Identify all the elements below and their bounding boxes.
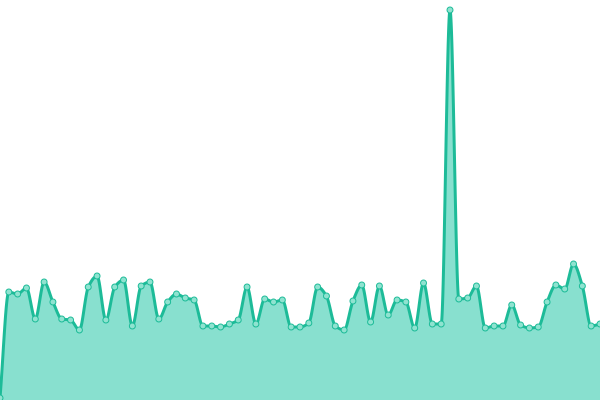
data-point [561, 285, 569, 293]
data-point [252, 320, 260, 328]
data-point [437, 320, 445, 328]
data-point [384, 311, 392, 319]
data-point [67, 316, 75, 324]
data-point [93, 272, 101, 280]
data-point [464, 294, 472, 302]
data-point [199, 322, 207, 330]
data-point [155, 315, 163, 323]
data-point [570, 260, 578, 268]
data-point [172, 290, 180, 298]
data-point [358, 281, 366, 289]
data-point [190, 296, 198, 304]
data-point [490, 322, 498, 330]
data-point [261, 295, 269, 303]
data-point [534, 323, 542, 331]
data-point [481, 324, 489, 332]
data-point [111, 283, 119, 291]
data-point [49, 298, 57, 306]
data-point [120, 276, 128, 284]
data-point [181, 294, 189, 302]
data-point [455, 295, 463, 303]
data-point [5, 288, 13, 296]
data-point [270, 298, 278, 306]
data-point [225, 320, 233, 328]
data-point [75, 326, 83, 334]
data-point [525, 324, 533, 332]
data-point [31, 315, 39, 323]
data-point [102, 316, 110, 324]
data-point [322, 292, 330, 300]
data-point [305, 319, 313, 327]
data-point [296, 323, 304, 331]
data-point [428, 320, 436, 328]
data-point [137, 282, 145, 290]
data-point [84, 283, 92, 291]
data-point [208, 322, 216, 330]
data-point [58, 315, 66, 323]
data-point [234, 316, 242, 324]
data-point [499, 322, 507, 330]
data-point [578, 282, 586, 290]
data-point [420, 279, 428, 287]
data-point [543, 298, 551, 306]
data-point [402, 298, 410, 306]
data-point [0, 394, 4, 400]
data-point [393, 296, 401, 304]
data-points [0, 6, 600, 400]
data-point [22, 284, 30, 292]
data-point [517, 321, 525, 329]
data-point [349, 297, 357, 305]
data-point [552, 281, 560, 289]
data-point [314, 283, 322, 291]
data-point [128, 322, 136, 330]
data-point [508, 301, 516, 309]
data-point [164, 298, 172, 306]
data-point [375, 282, 383, 290]
data-point [40, 278, 48, 286]
data-point [411, 324, 419, 332]
data-point [446, 6, 454, 14]
data-point [472, 282, 480, 290]
data-point [217, 323, 225, 331]
data-point [340, 326, 348, 334]
data-point [587, 322, 595, 330]
data-point [14, 290, 22, 298]
data-point [596, 320, 600, 328]
data-point [146, 278, 154, 286]
area-fill [0, 10, 600, 400]
data-point [243, 283, 251, 291]
data-point [367, 318, 375, 326]
data-point [287, 323, 295, 331]
data-point [331, 322, 339, 330]
data-point [278, 296, 286, 304]
